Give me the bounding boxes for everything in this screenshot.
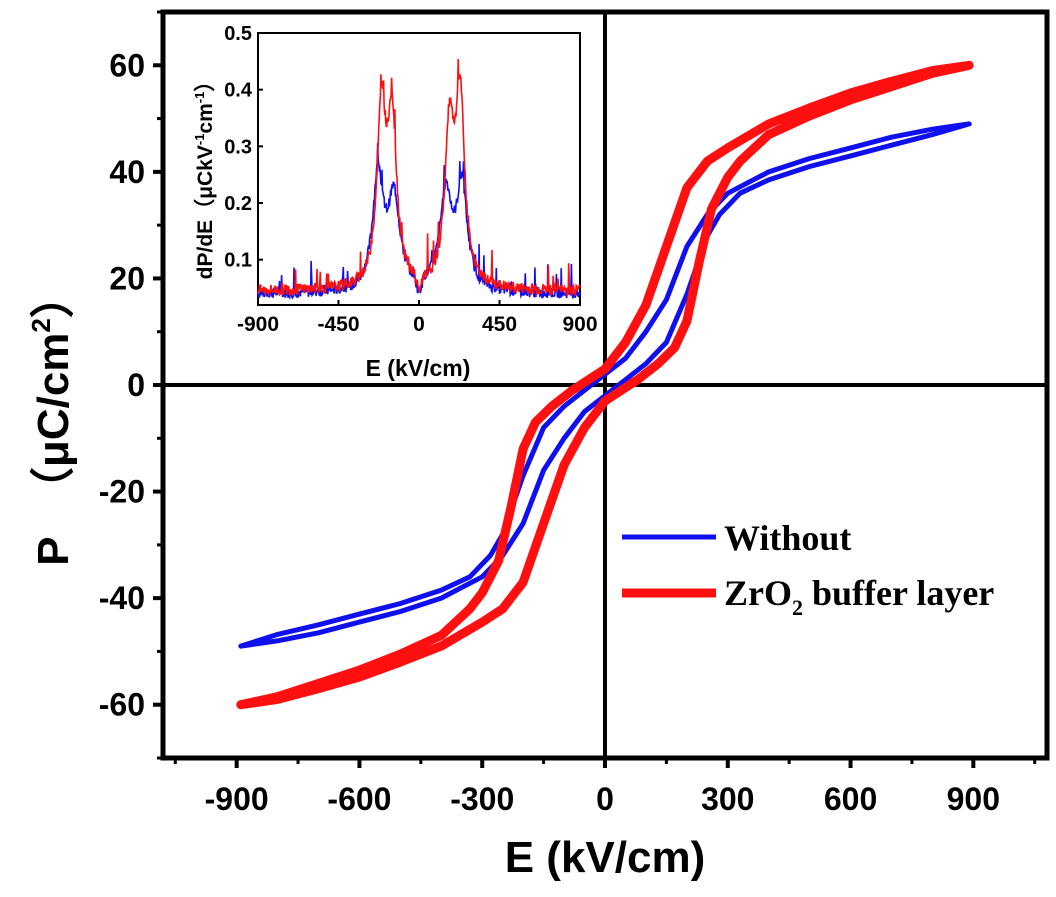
y-axis-title-sup: 2 bbox=[26, 318, 56, 332]
y-tick-label: -60 bbox=[99, 687, 145, 723]
inset-x-axis-title: E (kV/cm) bbox=[366, 355, 471, 381]
inset-frame bbox=[257, 32, 581, 306]
inset-y-tick-label: 0.5 bbox=[224, 23, 252, 45]
y-axis-title: P （μC/cm2） bbox=[26, 274, 78, 566]
x-tick-label: -900 bbox=[205, 781, 269, 817]
inset-y-tick-label: 0.1 bbox=[224, 250, 252, 272]
inset-y-tick-label: 0.3 bbox=[224, 136, 252, 158]
inset-x-tick-label: 0 bbox=[413, 313, 425, 336]
legend-label-without: Without bbox=[724, 518, 851, 558]
y-tick-label: 60 bbox=[109, 47, 145, 83]
x-axis-title: E (kV/cm) bbox=[505, 833, 706, 882]
y-tick-label: -20 bbox=[99, 474, 145, 510]
inset-x-tick-label: 450 bbox=[482, 313, 517, 336]
legend-zro2-sub: 2 bbox=[792, 595, 803, 620]
x-tick-label: 0 bbox=[596, 781, 614, 817]
inset-x-tick-label: -900 bbox=[237, 313, 279, 336]
inset-y-tick-label: 0.2 bbox=[224, 193, 252, 215]
legend: Without ZrO2 buffer layer bbox=[622, 518, 994, 620]
legend-zro2-base: ZrO bbox=[724, 573, 792, 613]
x-tick-label: -600 bbox=[327, 781, 391, 817]
y-tick-label: 40 bbox=[109, 154, 145, 190]
y-tick-label: 0 bbox=[127, 367, 145, 403]
y-tick-label: -40 bbox=[99, 580, 145, 616]
legend-zro2-suffix: buffer layer bbox=[803, 573, 994, 613]
x-tick-label: -300 bbox=[450, 781, 514, 817]
x-tick-label: 900 bbox=[947, 781, 1000, 817]
inset-curve-zro2 bbox=[257, 58, 581, 298]
inset-x-tick-label: -450 bbox=[317, 313, 359, 336]
y-axis-title-main: P bbox=[29, 537, 78, 566]
inset-y-axis-title: dP/dE（μCkV-1cm-1） bbox=[192, 71, 217, 280]
x-tick-label: 600 bbox=[824, 781, 877, 817]
inset-x-tick-label: 900 bbox=[562, 313, 597, 336]
loop-zro2-buffer bbox=[236, 60, 974, 710]
x-tick-label: 300 bbox=[701, 781, 754, 817]
y-axis-title-unit: μC/cm bbox=[29, 333, 78, 468]
inset-chart: -900 -450 0 450 900 0.1 0.2 0.3 0.4 0.5 bbox=[224, 23, 597, 336]
legend-label-zro2: ZrO2 buffer layer bbox=[724, 573, 994, 620]
y-tick-label: 20 bbox=[109, 260, 145, 296]
inset-y-tick-label: 0.4 bbox=[224, 80, 253, 102]
